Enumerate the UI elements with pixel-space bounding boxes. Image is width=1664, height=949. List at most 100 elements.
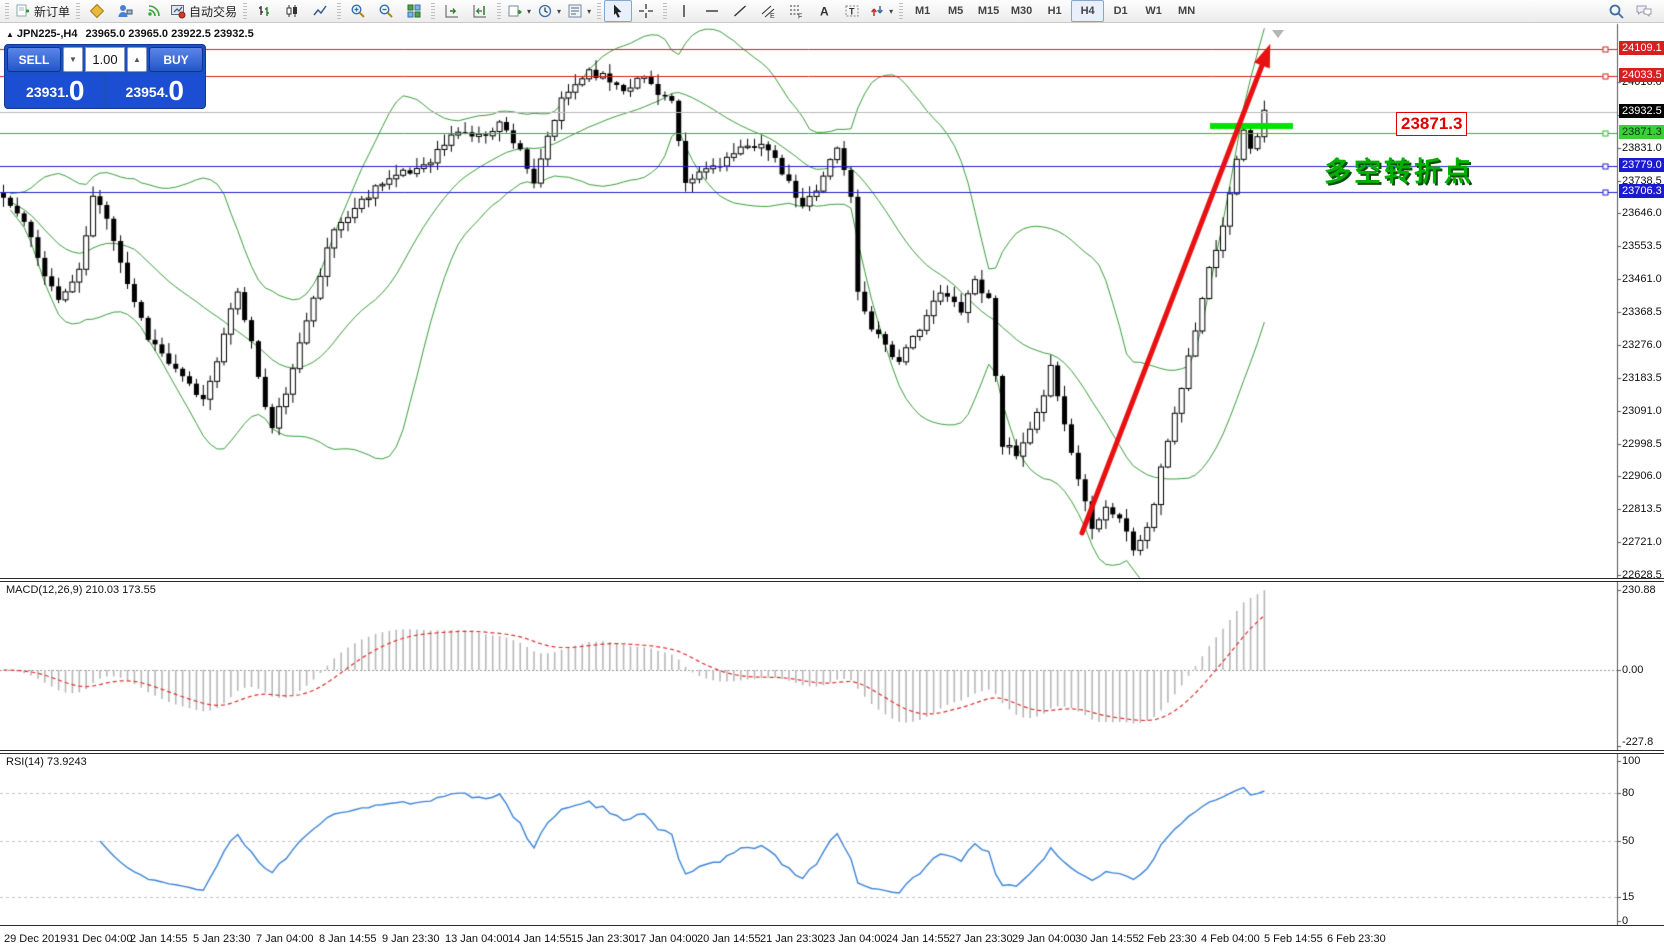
time-tick: 8 Jan 14:55 [319, 933, 377, 945]
vertical-line-button[interactable] [670, 0, 698, 22]
sell-price-button[interactable]: 23931. 0 [7, 74, 104, 106]
volume-input[interactable]: 1.00 [85, 47, 125, 72]
autoscroll-icon [444, 3, 460, 19]
fibonacci-button[interactable]: F [782, 0, 810, 22]
line-chart-button[interactable] [306, 0, 334, 22]
sell-button[interactable]: SELL [7, 47, 61, 72]
equidistant-channel-button[interactable]: E [754, 0, 782, 22]
collapse-triangle-icon[interactable]: ▲ [6, 30, 14, 39]
rsi-axis-label: 80 [1622, 787, 1635, 799]
pane-splitter-macd[interactable] [0, 578, 1664, 582]
price-tick: 23276.0 [1622, 338, 1662, 351]
timeframe-m1-button[interactable]: M1 [914, 5, 931, 17]
price-callout: 23871.3 [1396, 112, 1468, 136]
chart-shift-button[interactable] [466, 0, 494, 22]
chart-shift-icon [472, 3, 488, 19]
timeframe-m5-button[interactable]: M5 [947, 5, 964, 17]
timeframe-m30-button[interactable]: M30 [1010, 5, 1033, 17]
toolbar-grip [497, 3, 502, 19]
zoom-out-button[interactable] [372, 0, 400, 22]
toolbar-grip [76, 3, 81, 19]
tile-windows-button[interactable] [400, 0, 428, 22]
timeframe-d1-button[interactable]: D1 [1113, 5, 1128, 17]
chevron-down-icon: ▾ [557, 6, 562, 16]
text-label-icon: T [844, 3, 860, 19]
ohlc-values: 23965.0 23965.0 23922.5 23932.5 [85, 28, 254, 40]
new-template-button[interactable]: ▾ [504, 0, 534, 22]
macd-axis-label: 0.00 [1622, 664, 1644, 676]
zoom-in-icon [350, 3, 366, 19]
macd-axis-label: -227.8 [1622, 736, 1654, 748]
buy-price-button[interactable]: 23954. 0 [106, 74, 203, 106]
buy-price-pips: 0 [168, 75, 184, 106]
chart-list-button[interactable]: ▾ [564, 0, 594, 22]
buy-button[interactable]: BUY [149, 47, 203, 72]
signals-button[interactable] [139, 0, 167, 22]
price-tick: 23831.0 [1622, 141, 1662, 154]
horizontal-line-button[interactable] [698, 0, 726, 22]
price-tick: 22998.5 [1622, 437, 1662, 450]
timeframe-h4-button[interactable]: H4 [1071, 0, 1105, 22]
new-order-icon [15, 3, 31, 19]
timeframe-m15-button[interactable]: M15 [977, 5, 1000, 17]
community-button[interactable] [111, 0, 139, 22]
chat-button[interactable] [1630, 0, 1658, 22]
volume-down-button[interactable]: ▼ [63, 47, 83, 72]
volume-up-button[interactable]: ▲ [127, 47, 147, 72]
period-clock-button[interactable]: ▾ [534, 0, 564, 22]
symbol-title: ▲ JPN225-,H4 23965.0 23965.0 23922.5 23932… [6, 28, 254, 40]
arrows-button[interactable]: ▾ [866, 0, 896, 22]
buy-price: 23954 [125, 84, 165, 100]
zoom-in-button[interactable] [344, 0, 372, 22]
timeframe-h1-button[interactable]: H1 [1047, 5, 1062, 17]
toolbar-grip [243, 3, 248, 19]
time-tick: 5 Feb 14:55 [1264, 933, 1323, 945]
period-clock-icon [537, 3, 553, 19]
time-axis[interactable]: 29 Dec 2019 31 Dec 04:00 2 Jan 14:55 5 Jan … [0, 927, 1664, 949]
trendline-button[interactable] [726, 0, 754, 22]
chevron-down-icon: ▾ [587, 6, 592, 16]
cursor-button[interactable] [604, 0, 633, 22]
timeframe-mn-button[interactable]: MN [1178, 5, 1196, 17]
bar-chart-icon [256, 3, 272, 19]
time-tick: 2 Jan 14:55 [130, 933, 188, 945]
chevron-down-icon: ▾ [527, 6, 532, 16]
time-axis-border [0, 925, 1664, 927]
svg-text:A: A [820, 5, 829, 19]
metaeditor-icon [89, 3, 105, 19]
toolbar-grip [431, 3, 436, 19]
trendline-icon [732, 3, 748, 19]
chart-shift-marker-icon[interactable] [1272, 30, 1284, 38]
time-tick: 31 Dec 04:00 [67, 933, 133, 945]
text-label-button[interactable]: T [838, 0, 866, 22]
community-icon [117, 3, 133, 19]
price-tick: 22813.5 [1622, 503, 1662, 516]
time-tick: 21 Jan 23:30 [760, 933, 824, 945]
macd-axis-label: 230.88 [1622, 584, 1656, 596]
toolbar-grip [337, 3, 342, 19]
text-button[interactable]: A [810, 0, 838, 22]
price-level-badge: 24109.1 [1619, 40, 1664, 55]
price-level-badge: 23779.0 [1619, 158, 1664, 173]
rsi-indicator-label: RSI(14) 73.9243 [6, 756, 87, 768]
price-tick: 22906.0 [1622, 470, 1662, 483]
autoscroll-button[interactable] [438, 0, 466, 22]
crosshair-button[interactable] [632, 0, 660, 22]
symbol-name: JPN225-,H4 [16, 28, 78, 40]
timeframe-w1-button[interactable]: W1 [1145, 5, 1162, 17]
toolbar: 新订单 自动交易 ▾ ▾ ▾ E F A T ▾ M1 M5 M15 M30 H1 H4 D1 W1 MN [0, 0, 1664, 23]
bar-chart-button[interactable] [250, 0, 278, 22]
metaeditor-button[interactable] [83, 0, 111, 22]
pane-splitter-rsi[interactable] [0, 750, 1664, 754]
search-button[interactable] [1602, 0, 1630, 22]
price-tick: 23646.0 [1622, 207, 1662, 220]
vertical-line-icon [676, 3, 692, 19]
new-order-button[interactable]: 新订单 [12, 0, 73, 22]
candlestick-chart-button[interactable] [278, 0, 306, 22]
time-tick: 4 Feb 04:00 [1201, 933, 1260, 945]
new-order-label: 新订单 [34, 4, 71, 19]
autotrading-button[interactable]: 自动交易 [167, 0, 240, 22]
time-tick: 6 Feb 23:30 [1327, 933, 1386, 945]
